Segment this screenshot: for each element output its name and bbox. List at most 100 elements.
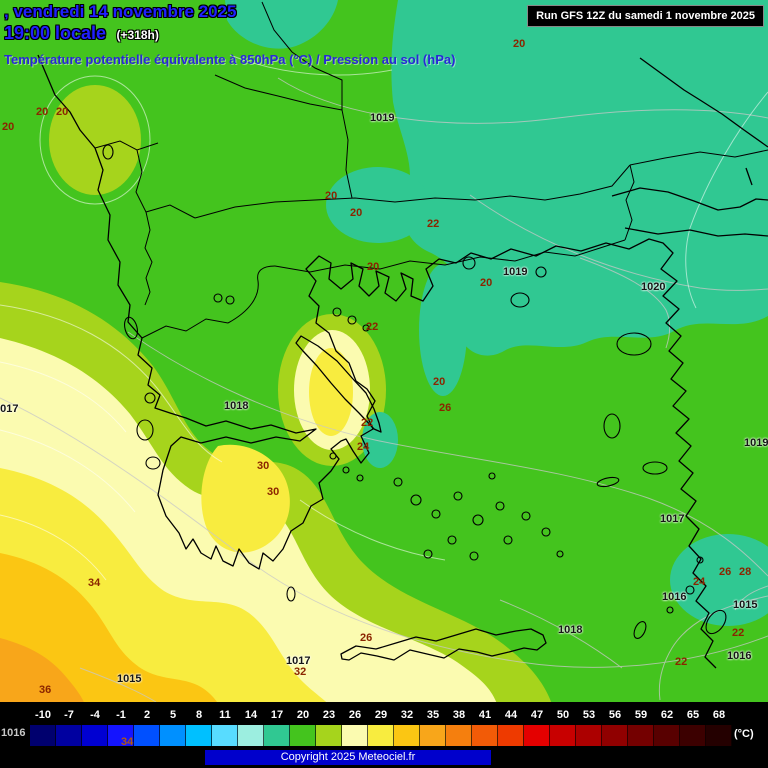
- temperature-label: 24: [357, 441, 370, 453]
- scale-number: 44: [504, 709, 518, 721]
- scale-number: 23: [322, 709, 336, 721]
- scale-number: 47: [530, 709, 544, 721]
- colorbar-cell: [264, 725, 290, 746]
- pressure-label: 1016: [727, 650, 752, 662]
- colorbar-cell: [706, 725, 732, 746]
- scale-number: 32: [400, 709, 414, 721]
- colorbar-cell: [472, 725, 498, 746]
- copyright-bar: Copyright 2025 Meteociel.fr: [205, 750, 491, 765]
- colorbar-cell: [238, 725, 264, 746]
- euboea-island: [295, 335, 382, 433]
- map-remnant-label: 34: [121, 736, 134, 748]
- temperature-label: 22: [732, 627, 745, 639]
- temperature-label: 20: [350, 207, 363, 219]
- colorbar: [30, 725, 732, 746]
- colorbar-cell: [680, 725, 706, 746]
- scale-number: 53: [582, 709, 596, 721]
- pressure-label: 1019: [370, 112, 395, 124]
- temperature-label: 28: [739, 566, 752, 578]
- colorbar-cell: [550, 725, 576, 746]
- colorbar-cell: [342, 725, 368, 746]
- scale-number: 41: [478, 709, 492, 721]
- date-line: , vendredi 14 novembre 2025: [4, 2, 237, 21]
- temperature-label: 30: [267, 486, 280, 498]
- colorbar-cell: [420, 725, 446, 746]
- scale-number: 14: [244, 709, 258, 721]
- temperature-label: 22: [427, 218, 440, 230]
- forecast-offset: (+318h): [116, 28, 159, 42]
- mainland-coast: [37, 54, 717, 669]
- coastline-layer: [37, 54, 768, 669]
- colorbar-cell: [108, 725, 134, 746]
- scale-number: 2: [143, 709, 151, 721]
- time-label: 19:00 locale: [4, 23, 107, 43]
- pressure-label: 1017: [660, 513, 685, 525]
- pressure-label: 1018: [224, 400, 249, 412]
- temperature-label: 30: [257, 460, 270, 472]
- temperature-label: 26: [439, 402, 452, 414]
- scale-number: 26: [348, 709, 362, 721]
- colorbar-cell: [212, 725, 238, 746]
- map-remnant-label: 1016: [1, 727, 26, 739]
- scale-number: 68: [712, 709, 726, 721]
- temperature-label: 20: [513, 38, 526, 50]
- colorbar-cell: [498, 725, 524, 746]
- pressure-label: 1018: [558, 624, 583, 636]
- colorbar-cell: [524, 725, 550, 746]
- temperature-label: 22: [675, 656, 688, 668]
- scale-number: 11: [219, 709, 231, 721]
- pressure-label: 1020: [641, 281, 666, 293]
- black-sea-coast: [639, 57, 768, 148]
- islands-layer: [102, 144, 727, 639]
- scale-number: 65: [686, 709, 700, 721]
- temperature-label: 22: [361, 417, 374, 429]
- scale-number: -7: [64, 709, 74, 721]
- colorbar-cell: [30, 725, 56, 746]
- scale-number: 38: [452, 709, 466, 721]
- colorbar-cell: [134, 725, 160, 746]
- colorbar-cell: [394, 725, 420, 746]
- temperature-label: 20: [367, 261, 380, 273]
- copyright-text: Copyright 2025 Meteociel.fr: [280, 751, 416, 763]
- crete-island: [340, 628, 547, 661]
- colorbar-cell: [290, 725, 316, 746]
- scale-number: -4: [90, 709, 100, 721]
- temperature-label: 26: [719, 566, 732, 578]
- temperature-label: 20: [480, 277, 493, 289]
- colorbar-cell: [446, 725, 472, 746]
- pressure-label: 1019: [503, 266, 528, 278]
- colorbar-cell: [654, 725, 680, 746]
- temperature-label: 34: [88, 577, 101, 589]
- legend-footer: -10 -7 -4 -1 2 5 8 11 14 17 20 23 26 29 32 35 38 41 44 47 50…: [0, 702, 768, 768]
- pressure-label: 1019: [744, 437, 768, 449]
- scale-number: -10: [35, 709, 51, 721]
- unit-label: (°C): [734, 728, 754, 740]
- pressure-label: 1017: [0, 403, 19, 415]
- marmara-north: [611, 187, 768, 211]
- temperature-label: 36: [39, 684, 52, 696]
- colorbar-cell: [160, 725, 186, 746]
- colorbar-cell: [186, 725, 212, 746]
- run-info-badge: Run GFS 12Z du samedi 1 novembre 2025: [527, 5, 764, 27]
- scale-number: 62: [660, 709, 674, 721]
- scale-number: 5: [169, 709, 177, 721]
- scale-number: 59: [634, 709, 648, 721]
- temperature-label: 20: [36, 106, 49, 118]
- bosphorus: [745, 167, 753, 186]
- map-subtitle: Température potentielle équivalente à 85…: [4, 52, 456, 67]
- temperature-label: 22: [366, 321, 379, 333]
- scale-number: 35: [426, 709, 440, 721]
- scale-number: 8: [195, 709, 203, 721]
- colorbar-cell: [82, 725, 108, 746]
- pressure-label: 1015: [117, 673, 142, 685]
- temperature-label: 20: [433, 376, 446, 388]
- scale-number: -1: [116, 709, 126, 721]
- pressure-label: 1015: [733, 599, 758, 611]
- temperature-label: 32: [294, 666, 307, 678]
- temperature-label: 20: [56, 106, 69, 118]
- temperature-label: 20: [325, 190, 338, 202]
- border-layer: [94, 1, 768, 339]
- scale-number: 17: [270, 709, 284, 721]
